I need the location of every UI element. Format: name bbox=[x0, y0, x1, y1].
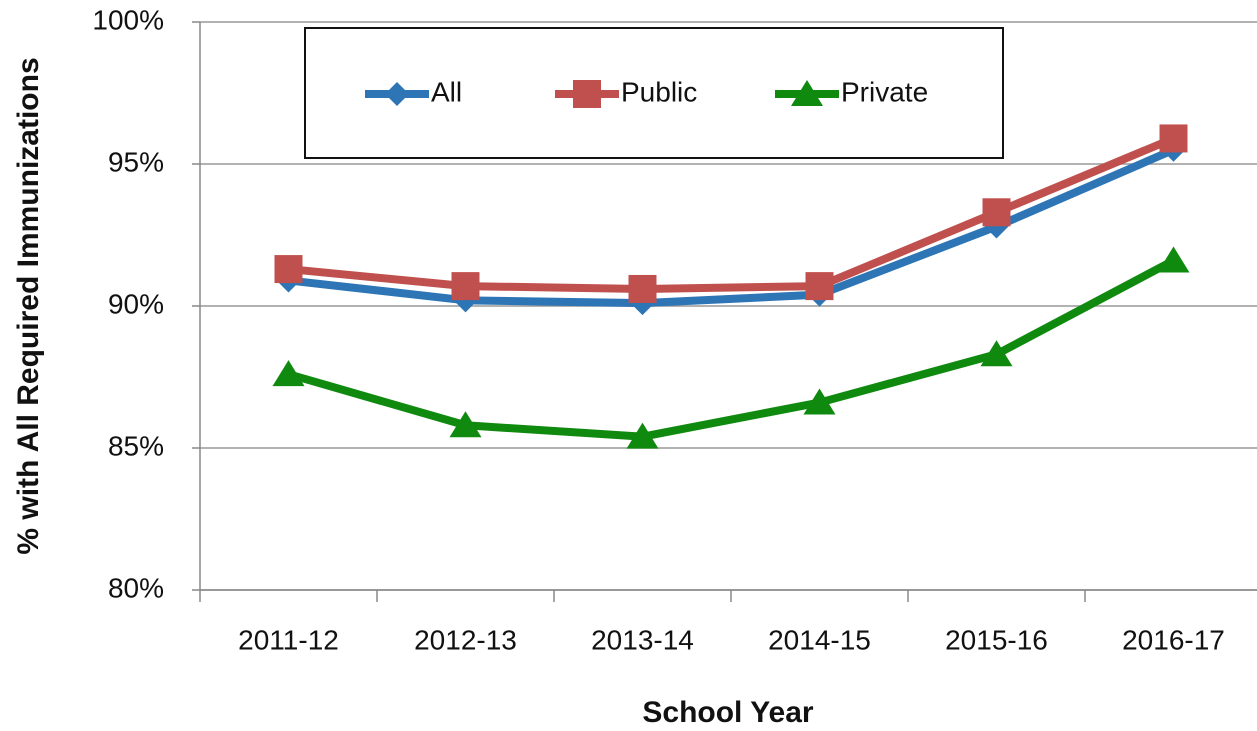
y-tick-label: 100% bbox=[92, 4, 164, 35]
legend-marker bbox=[385, 82, 409, 106]
data-point bbox=[628, 274, 657, 303]
data-point bbox=[980, 340, 1013, 367]
data-point bbox=[272, 360, 305, 387]
x-tick-label: 2014-15 bbox=[768, 624, 871, 655]
y-tick-label: 80% bbox=[108, 572, 164, 603]
legend-label: All bbox=[431, 76, 462, 107]
data-point bbox=[274, 255, 303, 284]
data-point bbox=[803, 388, 836, 415]
data-point bbox=[626, 422, 659, 449]
series-line bbox=[288, 146, 1176, 308]
data-point bbox=[451, 272, 480, 301]
y-tick-label: 85% bbox=[108, 430, 164, 461]
x-tick-label: 2012-13 bbox=[414, 624, 517, 655]
series-line bbox=[287, 257, 1176, 441]
y-tick-label: 95% bbox=[108, 146, 164, 177]
series-line bbox=[288, 134, 1176, 293]
x-tick-label: 2013-14 bbox=[591, 624, 694, 655]
legend-label: Private bbox=[841, 76, 928, 107]
data-point bbox=[449, 411, 482, 438]
data-point bbox=[982, 198, 1011, 227]
x-tick-label: 2015-16 bbox=[945, 624, 1048, 655]
x-tick-label: 2016-17 bbox=[1122, 624, 1225, 655]
y-axis-title: % with All Required Immunizations bbox=[12, 57, 45, 554]
legend-marker bbox=[573, 80, 601, 108]
legend-marker bbox=[791, 80, 823, 106]
data-point bbox=[805, 272, 834, 301]
x-axis-title: School Year bbox=[642, 696, 814, 729]
legend-label: Public bbox=[621, 76, 697, 107]
data-point bbox=[1157, 246, 1190, 273]
x-tick-label: 2011-12 bbox=[238, 624, 339, 655]
y-tick-label: 90% bbox=[108, 288, 164, 319]
data-point bbox=[1159, 124, 1188, 153]
